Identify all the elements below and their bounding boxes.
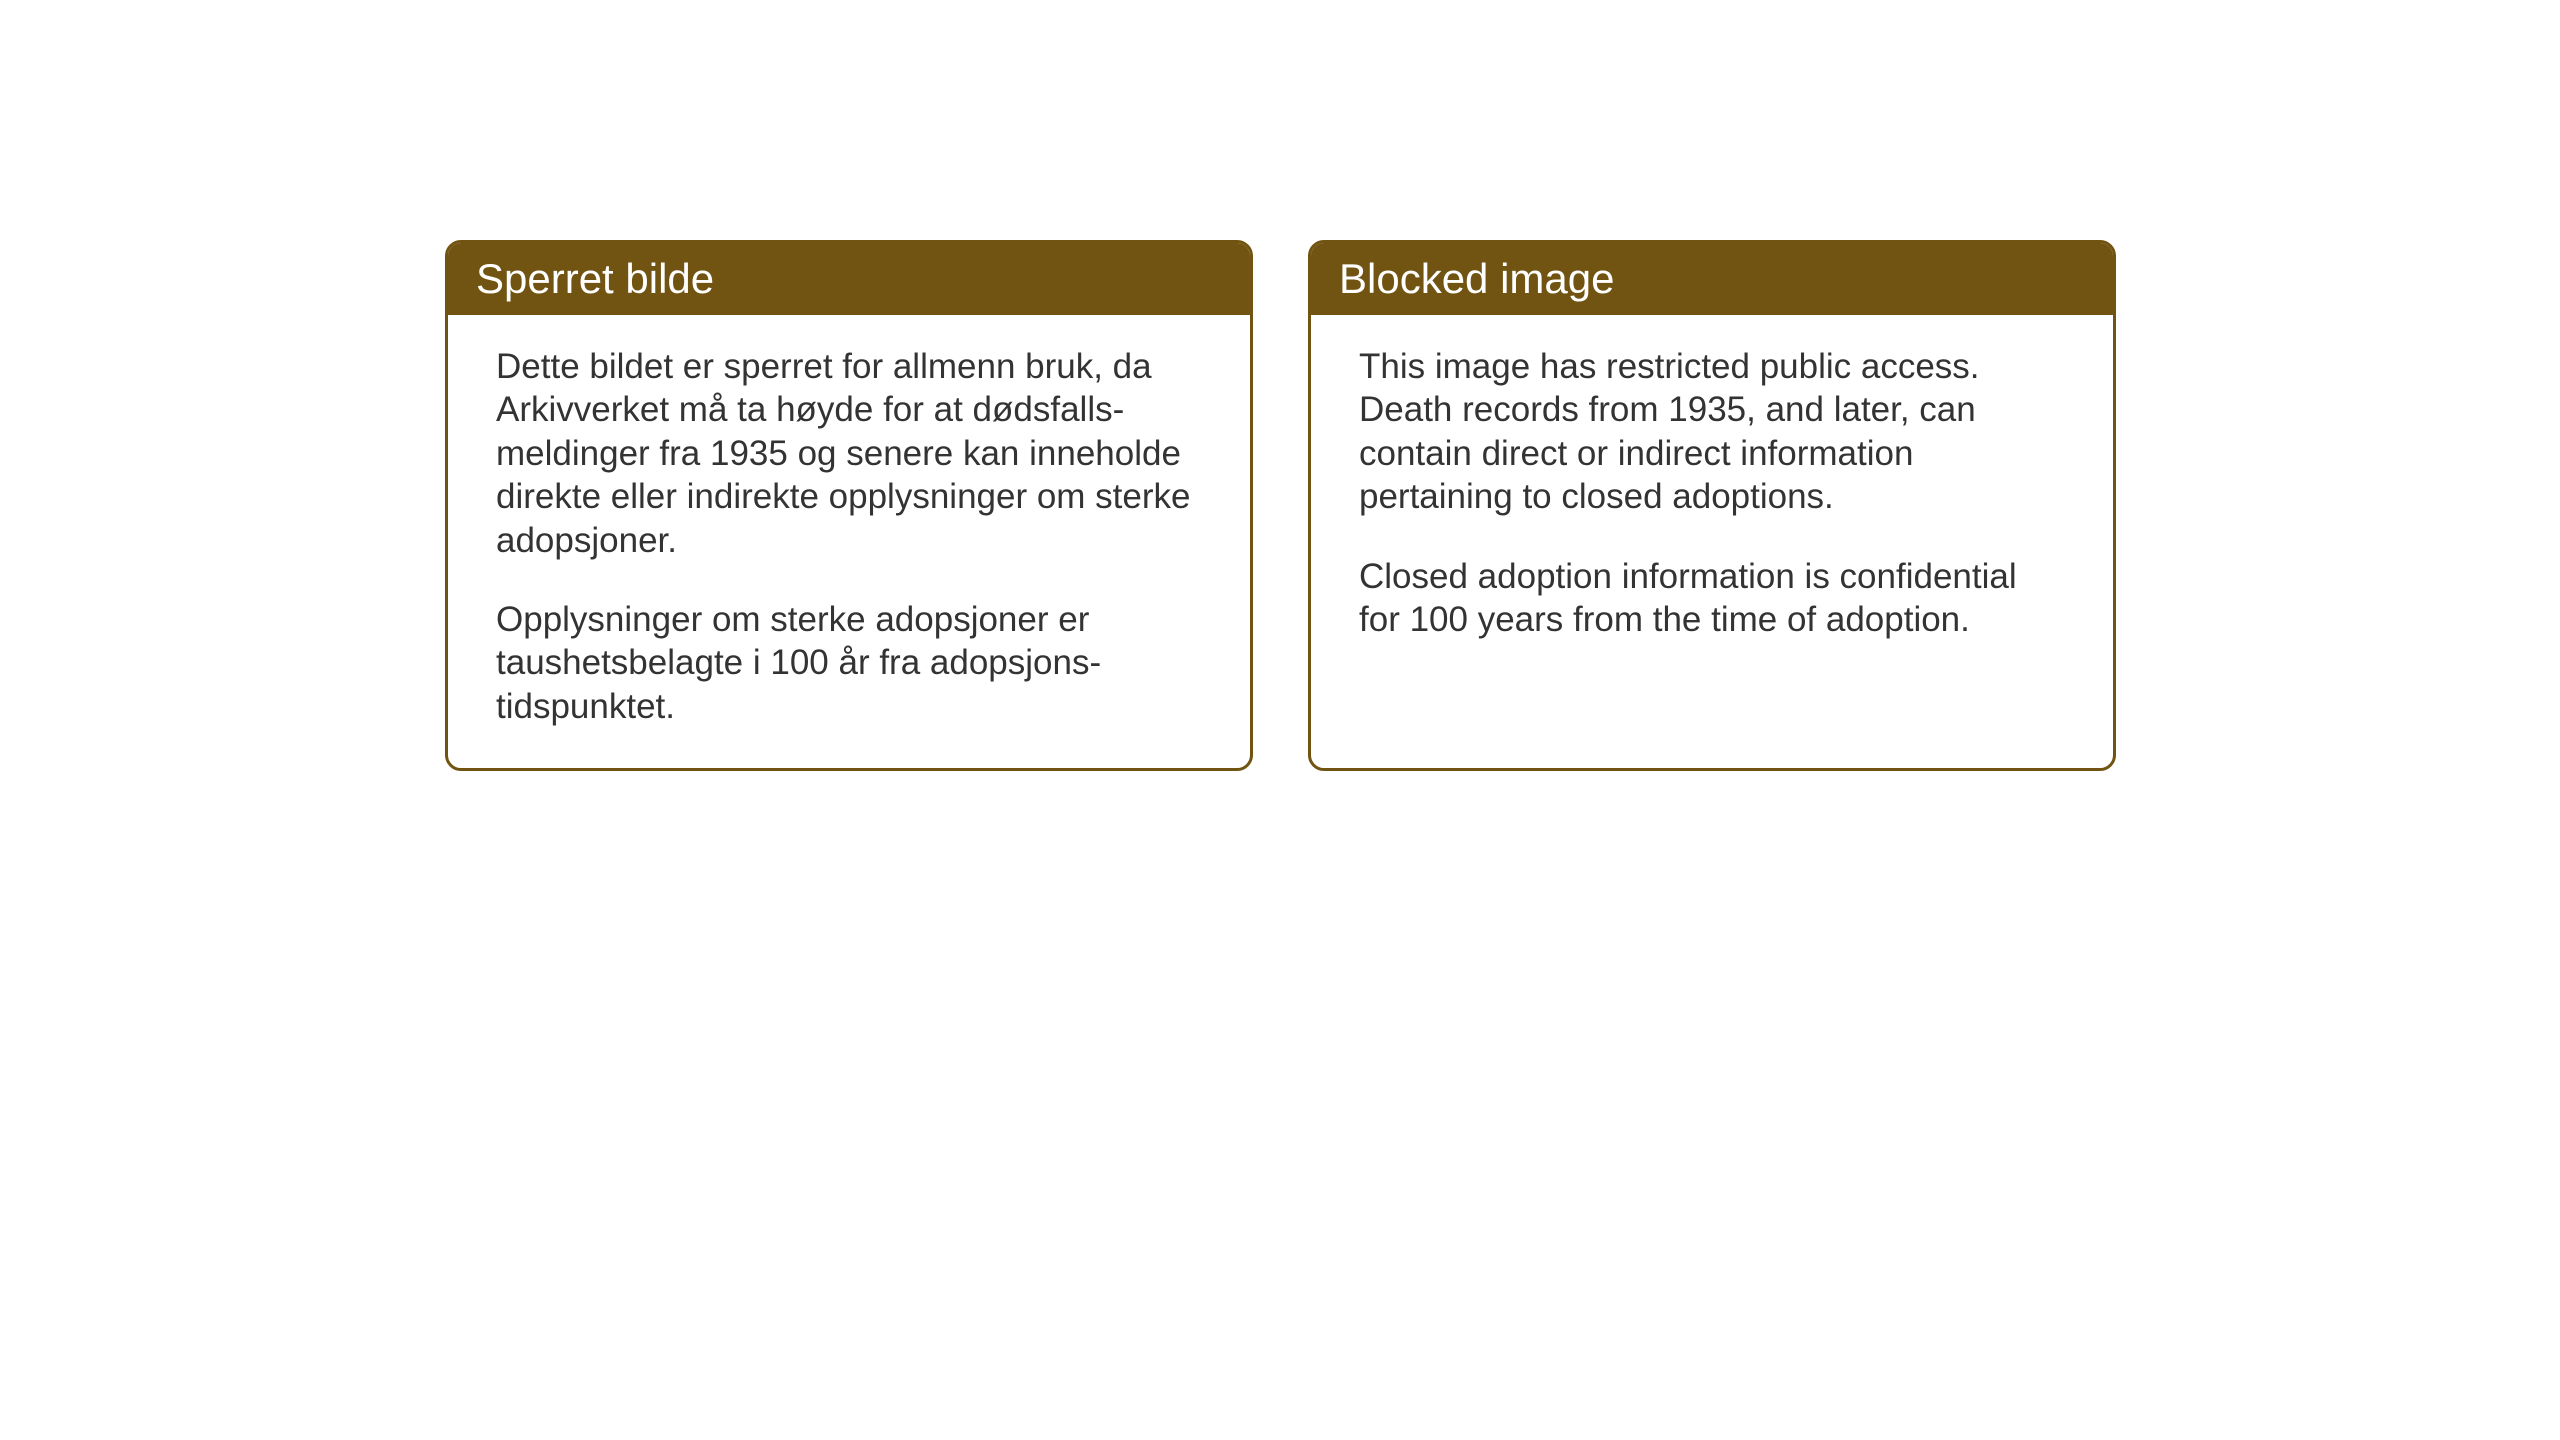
card-body-norwegian: Dette bildet er sperret for allmenn bruk… — [448, 315, 1250, 768]
notice-card-english: Blocked image This image has restricted … — [1308, 240, 2116, 771]
card-paragraph-1: This image has restricted public access.… — [1359, 345, 2065, 519]
card-paragraph-1: Dette bildet er sperret for allmenn bruk… — [496, 345, 1202, 562]
card-header-english: Blocked image — [1311, 243, 2113, 315]
card-paragraph-2: Closed adoption information is confident… — [1359, 555, 2065, 642]
notice-cards-container: Sperret bilde Dette bildet er sperret fo… — [445, 240, 2116, 771]
card-paragraph-2: Opplysninger om sterke adopsjoner er tau… — [496, 598, 1202, 728]
notice-card-norwegian: Sperret bilde Dette bildet er sperret fo… — [445, 240, 1253, 771]
card-title: Blocked image — [1339, 255, 1614, 302]
card-title: Sperret bilde — [476, 255, 714, 302]
card-body-english: This image has restricted public access.… — [1311, 315, 2113, 681]
card-header-norwegian: Sperret bilde — [448, 243, 1250, 315]
